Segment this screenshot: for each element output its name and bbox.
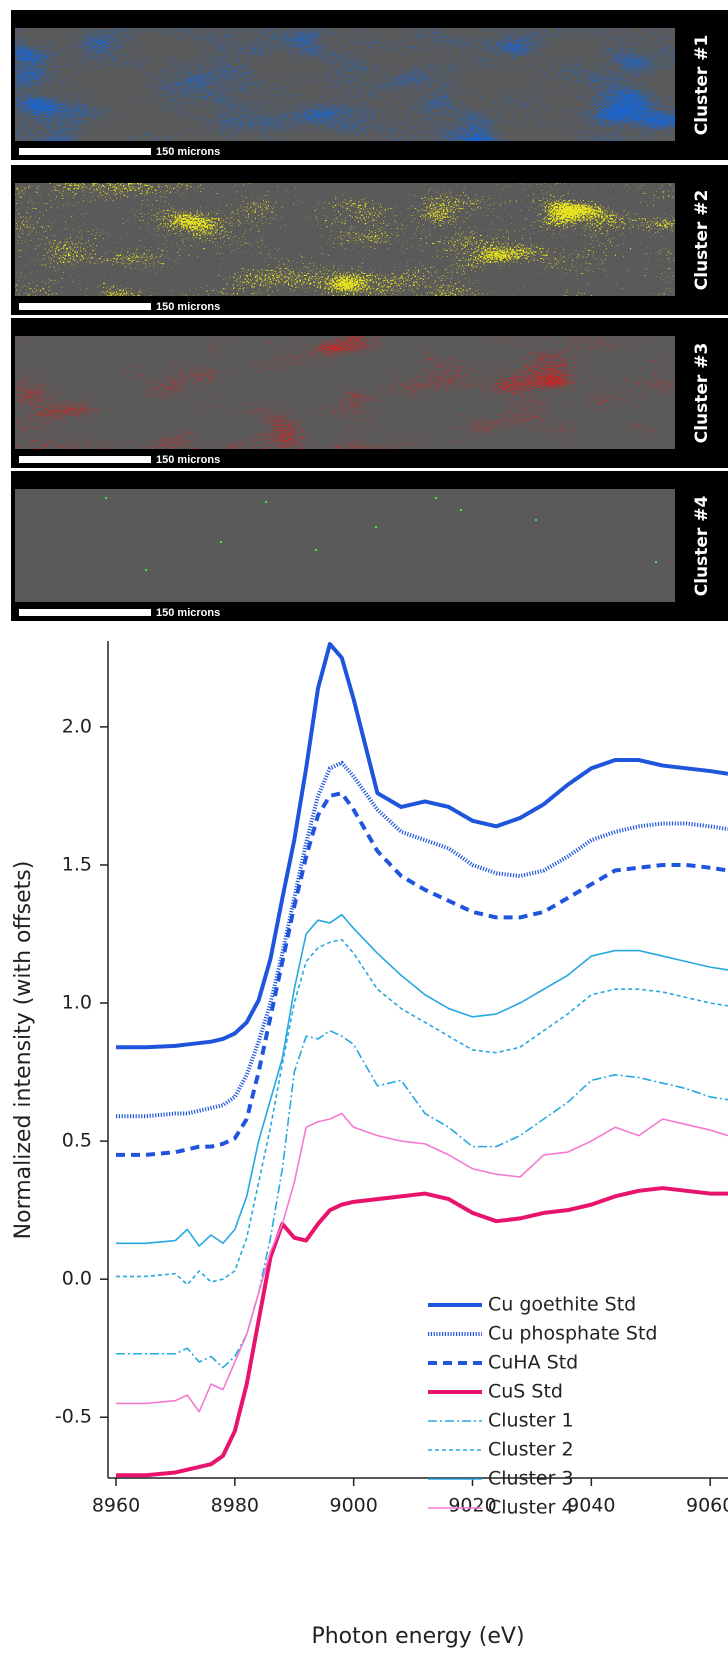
map-signal (15, 336, 675, 449)
map-signal (15, 28, 675, 141)
legend-label: Cu goethite Std (488, 1294, 636, 1316)
map-speck (435, 497, 437, 499)
legend-label: Cluster 2 (488, 1439, 574, 1461)
panel-label: Cluster #1 (692, 35, 712, 136)
y-tick-label: 1.0 (62, 992, 92, 1014)
x-tick-label: 8980 (211, 1495, 259, 1517)
series-line (116, 793, 728, 1155)
map-speck (655, 561, 657, 563)
legend-label: CuHA Std (488, 1352, 578, 1374)
panel-label: Cluster #2 (692, 190, 712, 291)
map-speck (315, 549, 317, 551)
series-line (116, 1113, 728, 1411)
y-tick-label: 1.5 (62, 853, 92, 875)
map-speck (375, 526, 377, 528)
y-tick-label: -0.5 (55, 1406, 92, 1428)
scale-bar-label: 150 microns (156, 607, 220, 619)
series-line (116, 1031, 728, 1368)
series-line (116, 940, 728, 1285)
series-line (116, 915, 728, 1246)
x-tick-label: 9000 (329, 1495, 377, 1517)
series-line (116, 644, 728, 1047)
page: 150 microns Cluster #1 150 microns Cluster … (0, 0, 728, 1658)
x-tick-label: 9040 (567, 1495, 615, 1517)
series-line (116, 763, 728, 1116)
map-speck (535, 519, 537, 521)
x-axis-title: Photon energy (eV) (311, 1624, 524, 1649)
y-axis-title: Normalized intensity (with offsets) (11, 861, 36, 1240)
scale-bar (19, 609, 151, 616)
panel-label: Cluster #4 (692, 496, 712, 597)
scale-bar-label: 150 microns (156, 146, 220, 158)
map-speck (105, 497, 107, 499)
legend-label: CuS Std (488, 1381, 563, 1403)
scale-bar-label: 150 microns (156, 301, 220, 313)
map-speck (265, 501, 267, 503)
map-signal (15, 183, 675, 296)
scale-bar (19, 148, 151, 155)
legend-label: Cluster 1 (488, 1410, 574, 1432)
scale-bar (19, 303, 151, 310)
y-tick-label: 0.5 (62, 1130, 92, 1152)
map-panels: 150 microns Cluster #1 150 microns Cluster … (11, 10, 728, 621)
scale-bar (19, 456, 151, 463)
scale-bar-label: 150 microns (156, 454, 220, 466)
map-speck (460, 509, 462, 511)
y-tick-label: 0.0 (62, 1268, 92, 1290)
y-tick-label: 2.0 (62, 715, 92, 737)
figure: 150 microns Cluster #1 150 microns Cluster … (0, 0, 728, 1658)
x-tick-label: 9060 (686, 1495, 728, 1517)
legend-label: Cluster 4 (488, 1497, 574, 1519)
map-speck (145, 569, 147, 571)
map-background (15, 489, 675, 602)
legend-label: Cluster 3 (488, 1468, 574, 1490)
x-tick-label: 8960 (92, 1495, 140, 1517)
legend-label: Cu phosphate Std (488, 1323, 657, 1345)
map-speck (220, 541, 222, 543)
panel-label: Cluster #3 (692, 343, 712, 444)
